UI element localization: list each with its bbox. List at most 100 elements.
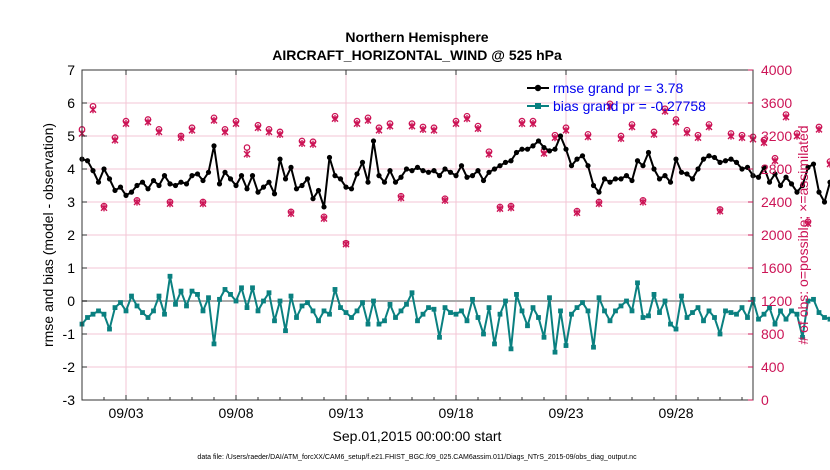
obs-assimilated-point [639, 198, 647, 206]
rmse-point [398, 174, 404, 180]
bias-point [206, 295, 211, 301]
x-axis-label: Sep.01,2015 00:00:00 start [333, 428, 502, 444]
rmse-point [541, 144, 547, 151]
rmse-point [370, 138, 377, 144]
bias-point [607, 318, 613, 324]
y2-tick-label: 1600 [761, 260, 792, 276]
bias-point [596, 295, 602, 301]
obs-assimilated-point [804, 219, 812, 228]
rmse-point [805, 164, 811, 170]
bias-point [651, 292, 657, 297]
rmse-point [656, 176, 663, 182]
rmse-point [249, 173, 256, 179]
y-tick-label: 7 [67, 62, 75, 78]
rmse-point [90, 168, 96, 174]
bias-point [316, 318, 321, 324]
rmse-point [794, 189, 800, 195]
obs-assimilated-point [320, 214, 328, 223]
rmse-point [623, 173, 630, 179]
rmse-point [233, 182, 239, 189]
rmse-point [678, 169, 685, 175]
rmse-point [260, 184, 267, 190]
obs-assimilated-point [771, 157, 779, 165]
bias-point [354, 308, 360, 314]
rmse-point [585, 163, 591, 169]
rmse-point [695, 166, 701, 172]
bias-point [745, 315, 750, 320]
bias-point [233, 298, 239, 304]
y-tick-label: 3 [67, 194, 75, 210]
bias-point [585, 308, 591, 314]
bias-point [503, 298, 508, 304]
rmse-point [409, 168, 415, 174]
obs-assimilated-point [166, 200, 174, 208]
obs-assimilated-point [221, 128, 229, 136]
obs-assimilated-point [562, 126, 570, 134]
bias-point [129, 293, 134, 299]
rmse-point [579, 153, 586, 159]
y2-tick-label: 2000 [761, 227, 792, 243]
obs-assimilated-point [397, 194, 405, 202]
rmse-point [464, 174, 470, 180]
bias-point [239, 285, 244, 291]
bias-point [679, 293, 684, 299]
rmse-point [453, 173, 459, 179]
bias-point [514, 292, 519, 297]
bias-point [541, 334, 547, 340]
obs-assimilated-point [529, 120, 537, 128]
rmse-point [645, 149, 652, 156]
bias-point [734, 311, 739, 317]
bias-point [646, 313, 651, 319]
bias-point [294, 315, 299, 320]
bias-point [156, 293, 162, 299]
rmse-point [442, 166, 448, 172]
obs-assimilated-point [342, 240, 350, 248]
rmse-point [535, 138, 542, 144]
bias-point [134, 303, 140, 309]
y-tick-label: 4 [67, 161, 75, 177]
rmse-point [766, 179, 773, 185]
bias-point [800, 334, 805, 340]
bias-point [673, 326, 679, 332]
obs-assimilated-point [485, 150, 493, 158]
bias-point [778, 308, 783, 314]
bias-point [222, 287, 228, 292]
obs-assimilated-point [309, 140, 317, 148]
rmse-point [508, 158, 514, 164]
obs-assimilated-point [573, 209, 581, 217]
rmse-point [667, 179, 674, 185]
bias-point [338, 305, 343, 310]
rmse-point [486, 169, 492, 175]
footnote: data file: /Users/raeder/DAI/ATM_forcXX/… [197, 454, 637, 461]
bias-point [195, 292, 200, 297]
bias-point [244, 305, 250, 310]
obs-assimilated-point [606, 102, 614, 110]
obs-assimilated-point [826, 160, 830, 168]
rmse-point [227, 176, 234, 182]
obs-assimilated-point [595, 200, 603, 208]
x-tick-label: 09/28 [658, 405, 693, 421]
rmse-point [194, 171, 201, 177]
bias-point [618, 303, 624, 309]
bias-point [761, 311, 767, 317]
bias-point [558, 308, 563, 314]
rmse-point [827, 179, 830, 185]
bias-point [717, 331, 723, 337]
rmse-point [700, 156, 707, 162]
rmse-point [337, 176, 344, 182]
bias-point [497, 311, 503, 317]
bias-point [277, 298, 283, 304]
bias-point [283, 328, 288, 334]
bias-point [519, 308, 525, 314]
rmse-point [161, 173, 168, 179]
rmse-point [810, 161, 817, 167]
obs-assimilated-point [430, 126, 438, 134]
bias-point [789, 308, 794, 314]
bias-point [459, 308, 464, 314]
rmse-point [95, 179, 102, 185]
y2-tick-label: 4000 [761, 62, 792, 78]
bias-point [123, 308, 129, 314]
rmse-point [722, 158, 729, 164]
bias-point [536, 315, 541, 320]
rmse-point [310, 196, 316, 202]
